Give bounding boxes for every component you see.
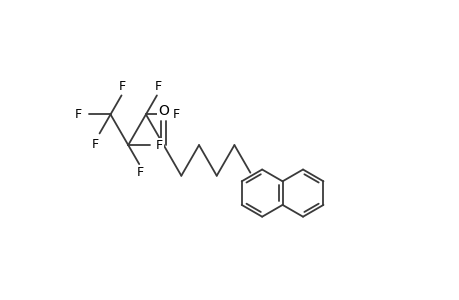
Text: F: F xyxy=(119,80,126,93)
Text: F: F xyxy=(75,108,82,121)
Text: F: F xyxy=(155,139,162,152)
Text: F: F xyxy=(173,108,180,121)
Text: O: O xyxy=(158,104,169,118)
Text: F: F xyxy=(136,167,144,179)
Text: F: F xyxy=(92,138,99,151)
Text: F: F xyxy=(154,80,161,93)
